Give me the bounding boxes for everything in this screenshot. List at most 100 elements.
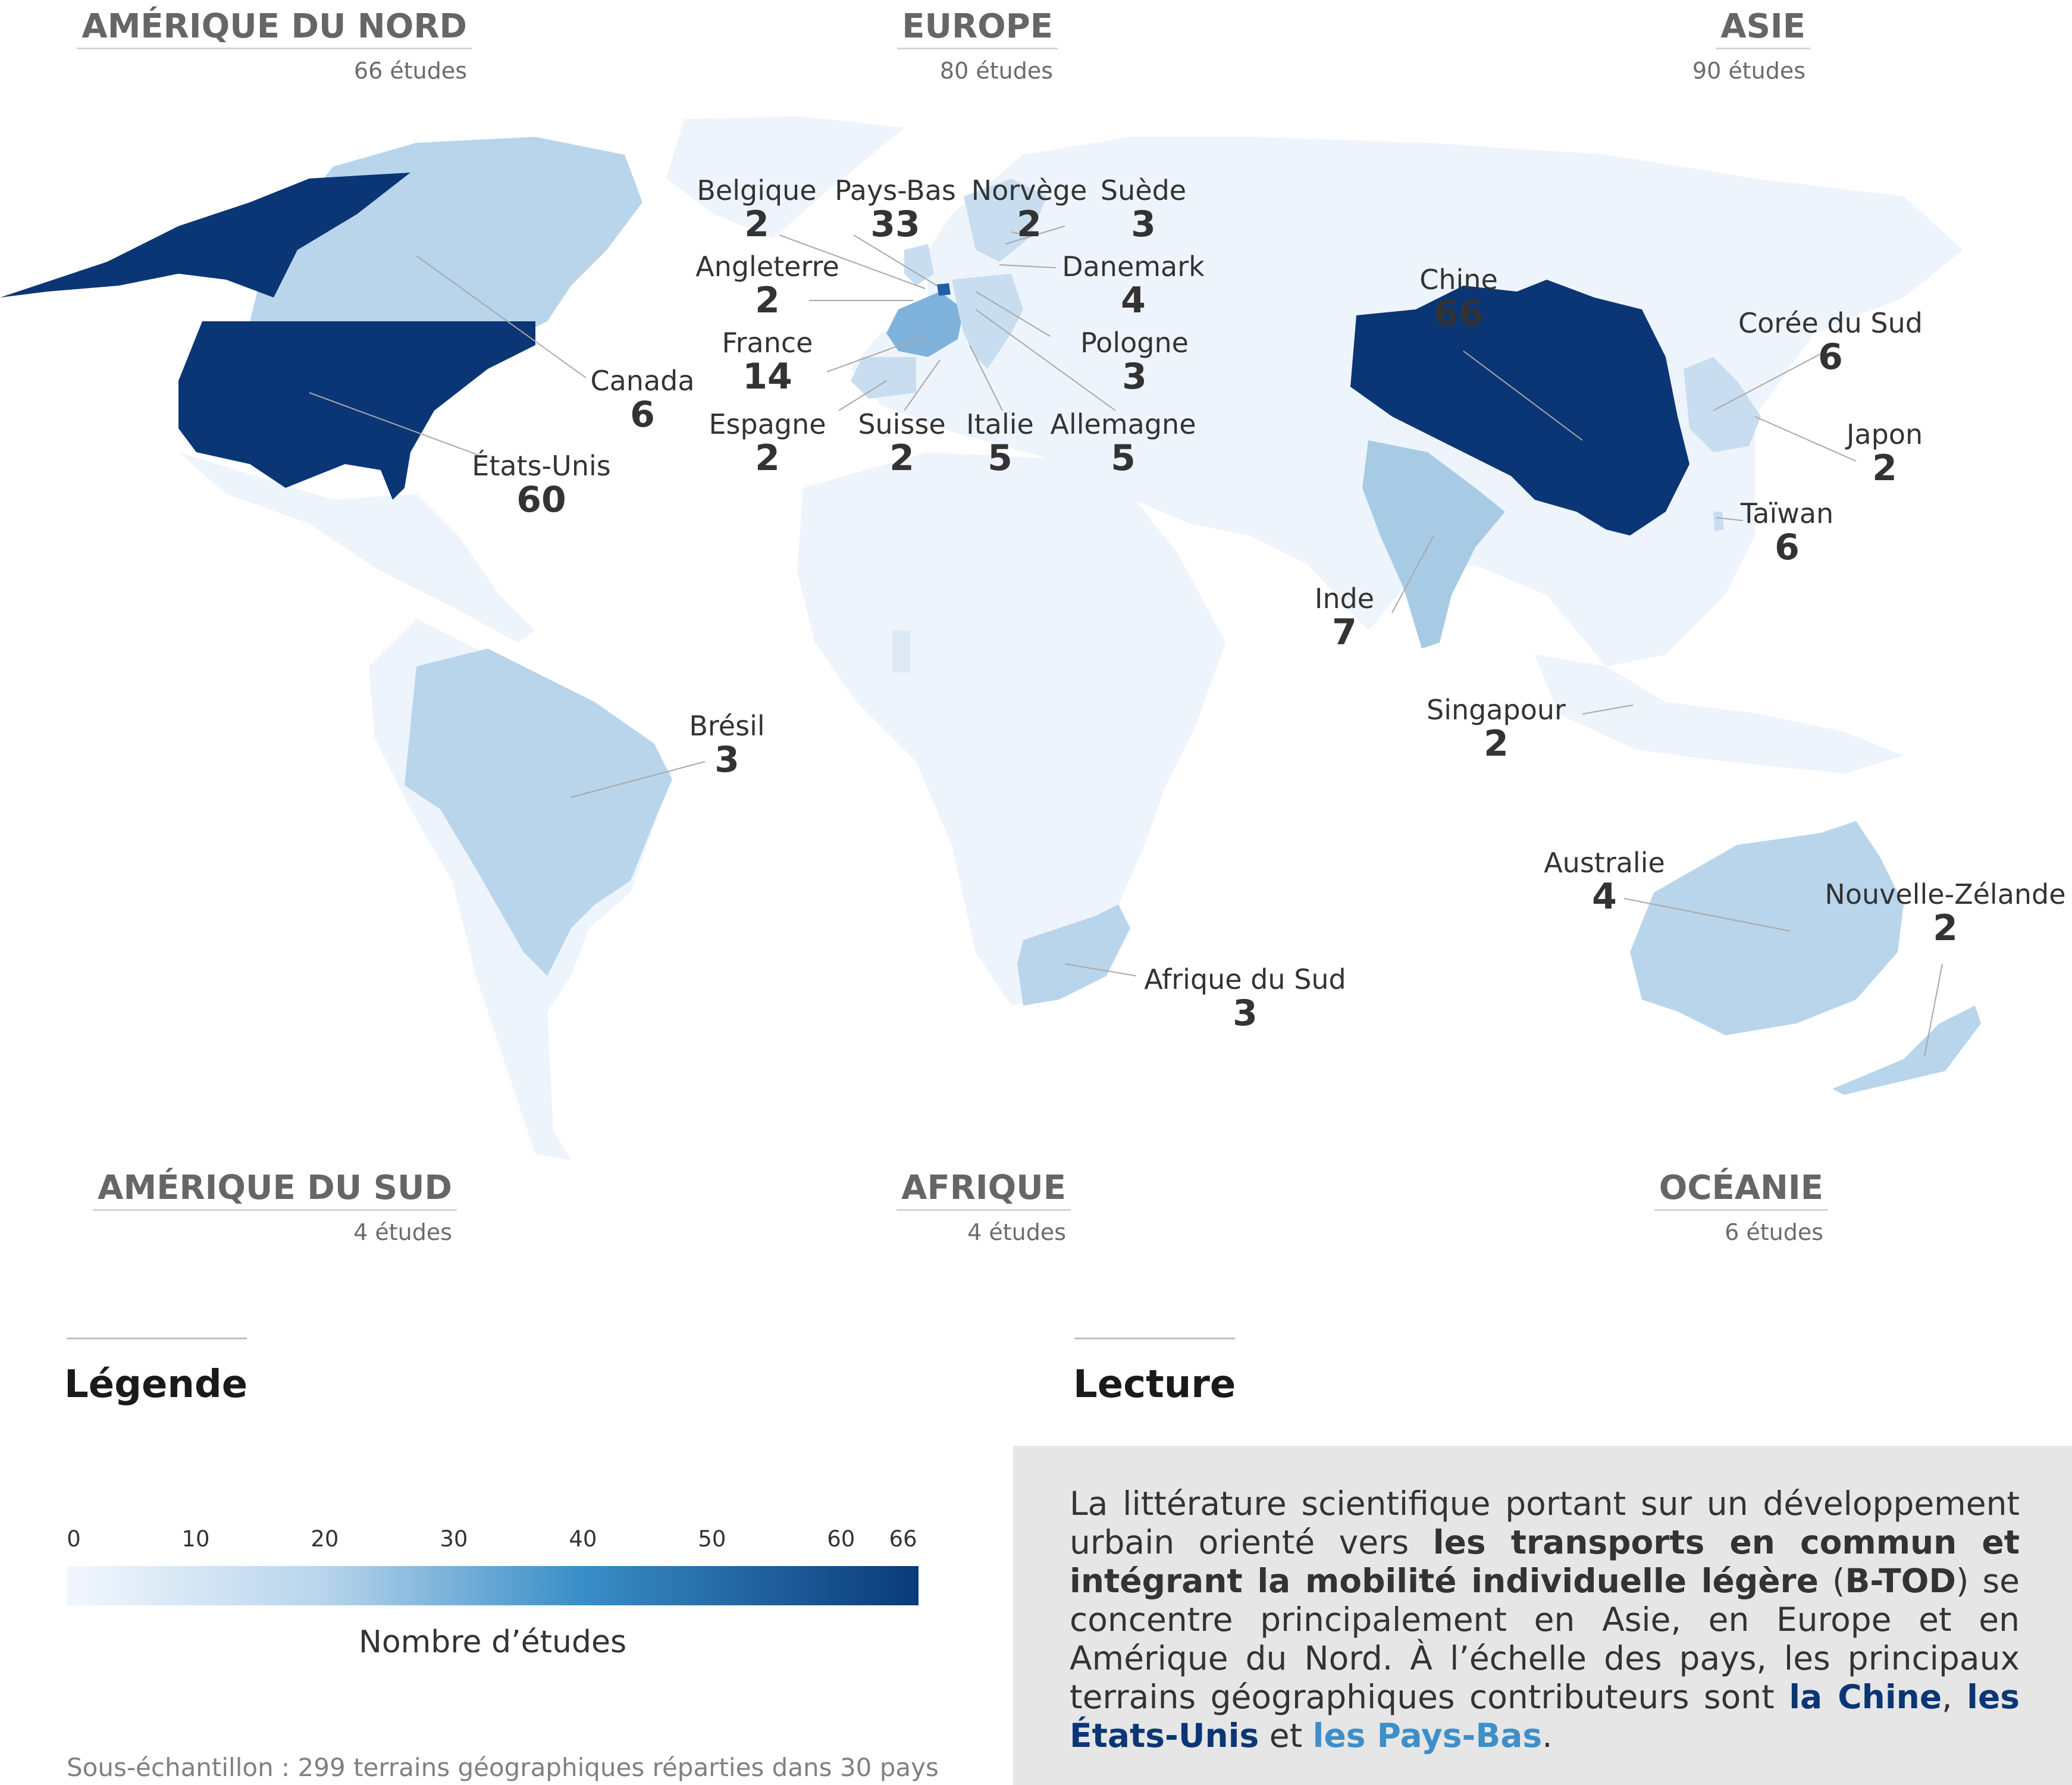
country-value: 5 <box>988 437 1013 479</box>
country-name: Corée du Sud <box>1738 307 1923 339</box>
taiwan-shape <box>1713 512 1724 531</box>
region-count: 80 études <box>939 58 1053 84</box>
country-label-australie: Australie 4 <box>1544 846 1665 915</box>
legend-tick-0: 0 <box>67 1526 81 1552</box>
legend-title: Légende <box>64 1363 248 1407</box>
country-label-france: France 14 <box>722 326 813 394</box>
legend-tick-30: 30 <box>440 1526 468 1552</box>
lecture-run: la Chine <box>1789 1678 1942 1716</box>
country-label-japon: Japon 2 <box>1847 418 1923 486</box>
country-label-chine: Chine 66 <box>1419 263 1498 331</box>
legend-tick-60: 60 <box>827 1526 855 1552</box>
region-count: 4 études <box>967 1219 1066 1245</box>
country-value: 2 <box>1484 723 1509 765</box>
region-south-america: AMÉRIQUE DU SUD 4 études <box>93 1167 457 1245</box>
country-label-belgique: Belgique 2 <box>697 174 816 242</box>
country-value: 6 <box>1818 336 1843 378</box>
country-name: Espagne <box>709 408 826 440</box>
lecture-run: B-TOD <box>1845 1562 1957 1600</box>
region-count: 90 études <box>1692 58 1805 84</box>
country-name: Pays-Bas <box>835 174 956 206</box>
region-count: 4 études <box>353 1219 452 1245</box>
country-name: Canada <box>590 365 695 397</box>
country-label-bresil: Brésil 3 <box>689 709 765 781</box>
country-name: Taïwan <box>1740 497 1834 530</box>
australia-shape <box>1630 821 1904 1035</box>
india-shape <box>1362 440 1505 649</box>
country-name: Angleterre <box>695 250 839 283</box>
country-name: Pologne <box>1080 327 1189 359</box>
countries-with-data <box>0 137 1981 1095</box>
brazil-shape <box>405 649 672 976</box>
lecture-run: , <box>1942 1678 1967 1716</box>
country-label-singapour: Singapour 2 <box>1427 693 1566 765</box>
country-name: États-Unis <box>472 450 611 482</box>
country-name: Norvège <box>971 174 1087 206</box>
country-value: 6 <box>1775 527 1800 568</box>
country-value: 2 <box>755 437 780 479</box>
country-name: Afrique du Sud <box>1144 963 1346 995</box>
france-shape <box>886 292 964 357</box>
lecture-run: . <box>1542 1717 1553 1755</box>
country-value: 4 <box>1121 280 1146 321</box>
central-america-shape <box>178 452 535 643</box>
country-value: 5 <box>1111 437 1136 479</box>
legend-color-scale <box>67 1566 919 1605</box>
country-label-pays-bas: Pays-Bas 33 <box>835 174 956 242</box>
region-oceania: OCÉANIE 6 études <box>1654 1167 1828 1245</box>
country-value: 2 <box>1872 447 1897 489</box>
lecture-run: les transports en commun et intégrant la… <box>1070 1523 2020 1600</box>
country-label-coree-du-sud: Corée du Sud 6 <box>1738 306 1923 378</box>
lecture-run: les Pays-Bas <box>1312 1717 1543 1755</box>
lecture-run: les États-Unis <box>1070 1678 2020 1755</box>
region-asia: ASIE 90 études <box>1692 6 1810 84</box>
region-name: ASIE <box>1716 6 1810 49</box>
country-value: 2 <box>755 280 780 321</box>
country-value: 2 <box>1933 907 1958 949</box>
legend-tick-10: 10 <box>181 1526 210 1552</box>
country-label-suede: Suède 3 <box>1101 174 1186 242</box>
country-label-espagne: Espagne 2 <box>709 408 826 479</box>
legend-caption: Nombre d’études <box>358 1624 627 1660</box>
country-value: 3 <box>714 739 739 781</box>
country-label-afrique-du-sud: Afrique du Sud 3 <box>1144 963 1346 1031</box>
country-value: 3 <box>1131 203 1156 245</box>
region-north-america: AMÉRIQUE DU NORD 66 études <box>77 6 472 84</box>
country-label-taiwan: Taïwan 6 <box>1741 497 1833 565</box>
china-shape <box>1350 280 1689 536</box>
lecture-title: Lecture <box>1073 1363 1236 1407</box>
country-name: Suède <box>1100 174 1187 206</box>
country-label-angleterre: Angleterre 2 <box>695 250 839 318</box>
country-value: 3 <box>1122 356 1147 397</box>
country-name: Australie <box>1544 847 1665 879</box>
region-count: 66 études <box>353 58 467 84</box>
legend-tick-20: 20 <box>311 1526 339 1552</box>
world-map <box>0 116 1981 1160</box>
country-label-etats-unis: États-Unis 60 <box>472 449 611 518</box>
south-africa-shape <box>1017 904 1130 1006</box>
legend-ticks: 0 10 20 30 40 50 60 66 <box>67 1526 919 1556</box>
lecture-run: ) se concentre principalement en Asie, e… <box>1070 1562 2020 1716</box>
country-name: France <box>722 327 813 359</box>
legend-tick-50: 50 <box>698 1526 726 1552</box>
country-label-inde: Inde 7 <box>1315 582 1374 650</box>
country-value: 14 <box>742 356 792 397</box>
country-value: 66 <box>1434 293 1484 334</box>
africa-shape <box>797 452 1225 1006</box>
new-zealand-shape <box>1832 1006 1981 1095</box>
country-name: Singapour <box>1427 694 1566 726</box>
region-europe: EUROPE 80 études <box>897 6 1058 84</box>
lecture-run: ( <box>1818 1562 1845 1600</box>
netherlands-shape <box>937 283 951 296</box>
country-value: 2 <box>889 437 914 479</box>
legend-rule <box>67 1338 247 1339</box>
country-value: 33 <box>870 203 920 245</box>
country-label-allemagne: Allemagne 5 <box>1051 408 1196 479</box>
greenland-shape <box>666 116 904 238</box>
alaska-shape <box>0 173 410 298</box>
legend-tick-66: 66 <box>889 1526 917 1552</box>
country-name: Brésil <box>689 710 765 742</box>
lecture-run: La littérature scientifique portant sur … <box>1070 1485 2020 1561</box>
lecture-rule <box>1074 1338 1235 1339</box>
country-value: 6 <box>630 394 655 436</box>
